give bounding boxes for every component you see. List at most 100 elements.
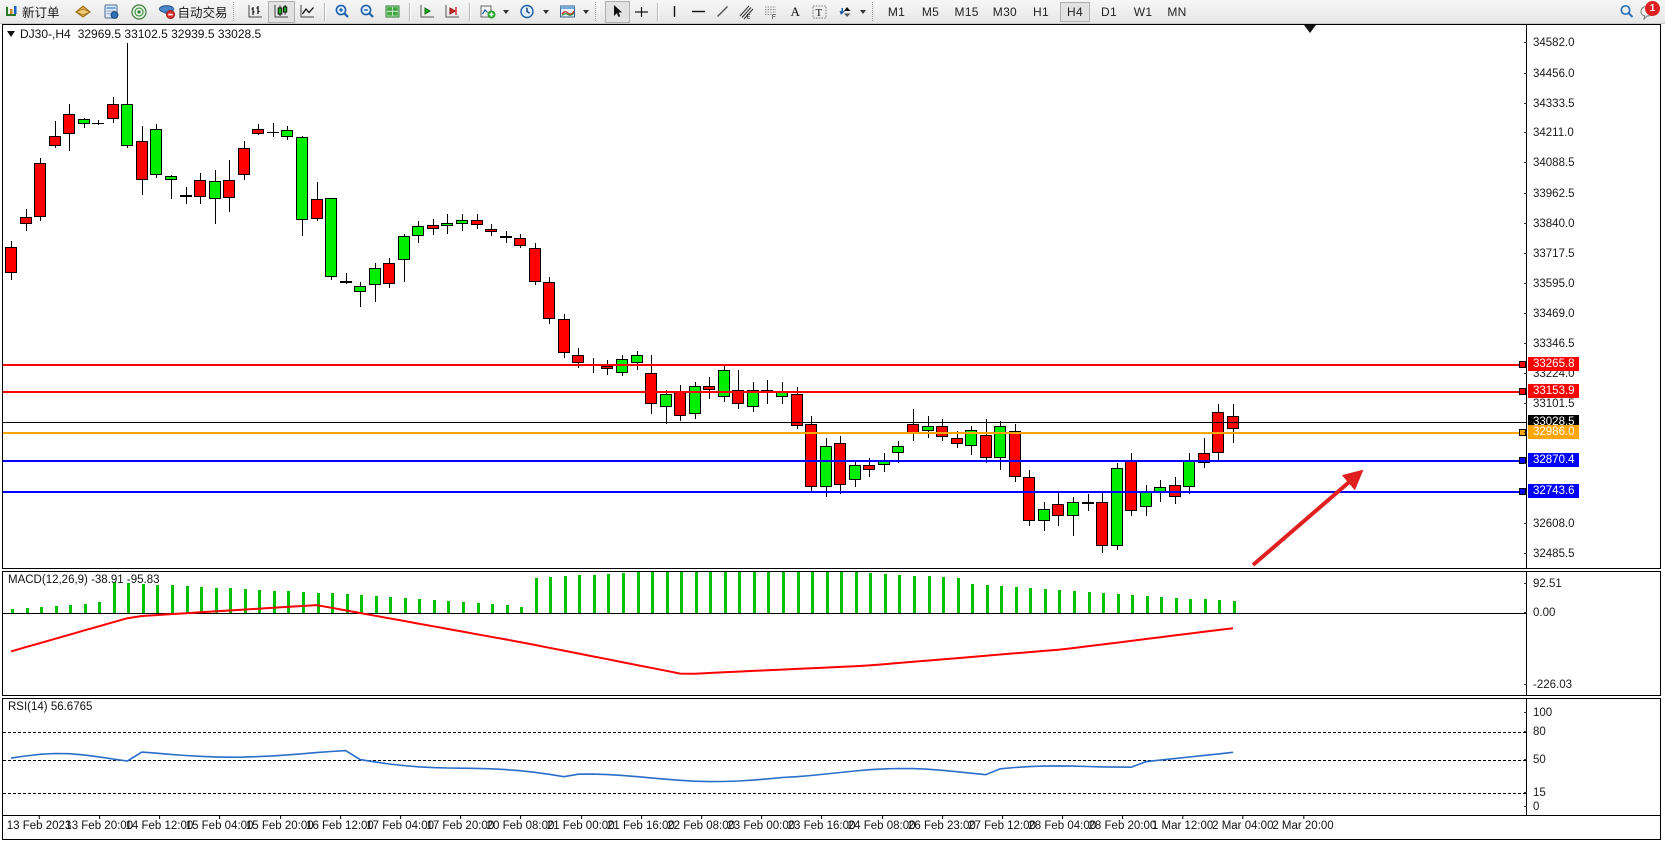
data-window-button[interactable] [99, 1, 123, 23]
rsi-plot-area[interactable] [3, 699, 1526, 815]
expert-advisor-button[interactable] [71, 1, 95, 23]
time-tick: 14 Feb 12:00 [125, 815, 194, 832]
trendline-button[interactable] [711, 1, 734, 23]
zoom-in-button[interactable] [330, 1, 355, 23]
timeframe-h4[interactable]: H4 [1060, 1, 1091, 22]
price-tick: 33595.0 [1524, 278, 1575, 290]
candle-body [543, 282, 556, 319]
period-dropdown-caret[interactable] [542, 9, 549, 14]
macd-histogram-bar [1088, 591, 1091, 614]
time-tick: 13 Feb 20:00 [65, 815, 134, 832]
symbol-ohlc: 32969.5 33102.5 32939.5 33028.5 [77, 27, 262, 41]
candle-wick [127, 43, 128, 149]
macd-axis[interactable]: 92.51 0.00 -226.03 [1523, 572, 1660, 695]
timeframe-m15[interactable]: M15 [954, 4, 979, 19]
timeframe-h1[interactable]: H1 [1033, 4, 1049, 19]
price-tick: 34456.0 [1524, 68, 1575, 80]
indicators-dropdown-caret[interactable] [502, 9, 509, 14]
macd-histogram-bar [142, 583, 145, 614]
equidistant-channel-button[interactable]: E [734, 1, 759, 23]
price-tag-bid-price[interactable]: 32986.0 [1528, 425, 1579, 439]
price-plot-area[interactable] [3, 25, 1526, 568]
time-axis[interactable]: 13 Feb 2023 13 Feb 20:00 14 Feb 12:00 15 Fe… [2, 815, 1661, 840]
macd-histogram-bar [477, 603, 480, 614]
price-pane[interactable]: DJ30-,H4 32969.5 33102.5 32939.5 33028.5… [2, 24, 1661, 569]
price-tick: 33717.5 [1524, 248, 1575, 260]
candlestick-chart-button[interactable] [267, 0, 295, 23]
hline-anchor-support-2[interactable] [1519, 488, 1526, 496]
auto-trading-button[interactable]: 自动交易 [155, 1, 231, 23]
period-button[interactable] [515, 1, 540, 23]
macd-histogram-bar [447, 601, 450, 614]
text-button[interactable]: A [784, 1, 807, 23]
vertical-line-button[interactable] [663, 1, 686, 23]
timeframe-m5[interactable]: M5 [921, 4, 940, 19]
macd-histogram-bar [651, 572, 654, 614]
price-tick: 34333.5 [1524, 98, 1575, 110]
search-button[interactable] [1615, 1, 1639, 23]
candle-wick [738, 370, 739, 410]
new-order-label: 新订单 [22, 6, 60, 20]
templates-button[interactable] [555, 1, 580, 23]
macd-histogram-bar [331, 593, 334, 614]
arrows-button[interactable] [832, 1, 857, 23]
main-toolbar: 新订单 自动交易 [0, 0, 1665, 24]
price-axis[interactable]: 34582.0 34456.0 34333.5 34211.0 34088.5 33962… [1524, 25, 1660, 568]
timeframe-mn[interactable]: MN [1167, 4, 1187, 19]
hline-anchor-resistance-1[interactable] [1519, 388, 1526, 396]
hline-support-1[interactable] [3, 460, 1526, 463]
new-order-button[interactable]: 新订单 [0, 1, 63, 23]
candle-body [950, 438, 963, 445]
rsi-pane[interactable]: RSI(14) 56.6765 100 80 50 15 0 [2, 698, 1661, 816]
hline-last-price[interactable] [3, 421, 1526, 423]
time-tick: 16 Feb 12:00 [306, 815, 374, 832]
timeframe-d1[interactable]: D1 [1101, 4, 1117, 19]
candle-wick [346, 272, 347, 284]
rsi-tick: 100 [1523, 707, 1552, 719]
timeframe-m30[interactable]: M30 [992, 4, 1018, 19]
template-icon [559, 5, 575, 18]
hline-bid-price[interactable] [3, 432, 1526, 434]
rsi-tick: 15 [1524, 787, 1546, 799]
macd-histogram-bar [229, 588, 232, 614]
templates-dropdown-caret[interactable] [582, 9, 589, 14]
hline-resistance-2[interactable] [3, 363, 1526, 366]
clock-icon [519, 4, 534, 19]
zoom-out-button[interactable] [355, 1, 380, 23]
price-tag-resistance-1[interactable]: 33153.9 [1528, 384, 1579, 399]
alert-count-badge: 1 [1645, 0, 1660, 16]
signal-button[interactable] [127, 1, 151, 23]
cursor-button[interactable] [604, 0, 630, 23]
hline-anchor-support-1[interactable] [1519, 457, 1526, 465]
timeframe-w1[interactable]: W1 [1133, 4, 1153, 19]
bar-chart-button[interactable] [243, 1, 268, 23]
toolbar-grip-2[interactable] [594, 2, 600, 21]
hline-support-2[interactable] [3, 491, 1526, 494]
indicators-button[interactable] [475, 1, 500, 23]
hline-resistance-1[interactable] [3, 391, 1526, 394]
line-chart-button[interactable] [295, 1, 320, 23]
horizontal-line-button[interactable] [686, 1, 711, 23]
grid-button[interactable] [380, 1, 405, 23]
macd-pane[interactable]: MACD(12,26,9) -38.91 -95.83 92.51 0.00 -22… [2, 571, 1661, 696]
toolbar-grip-3[interactable] [871, 2, 877, 21]
rsi-axis[interactable]: 100 80 50 15 0 [1523, 699, 1660, 815]
arrows-dropdown-caret[interactable] [859, 9, 866, 14]
hline-anchor-resistance-2[interactable] [1519, 360, 1526, 368]
toolbar-grip-1[interactable] [232, 2, 238, 21]
macd-plot-area[interactable] [3, 572, 1526, 695]
crosshair-button[interactable] [630, 1, 653, 23]
price-tag-support-2[interactable]: 32743.6 [1528, 484, 1579, 499]
shift-end-button[interactable] [440, 1, 465, 23]
price-tag-resistance-2[interactable]: 33265.8 [1528, 356, 1579, 371]
fibonacci-button[interactable]: F [759, 1, 784, 23]
timeframe-m1[interactable]: M1 [887, 4, 906, 19]
candle-body [979, 434, 992, 458]
shift-start-button[interactable] [415, 1, 440, 23]
price-tag-support-1[interactable]: 32870.4 [1528, 453, 1579, 468]
text-label-button[interactable]: T [807, 1, 832, 23]
alerts-button[interactable]: 1 [1639, 0, 1660, 21]
candle-body [266, 132, 279, 134]
chart-menu-caret-icon[interactable] [7, 31, 15, 37]
candle-body [1168, 484, 1181, 497]
